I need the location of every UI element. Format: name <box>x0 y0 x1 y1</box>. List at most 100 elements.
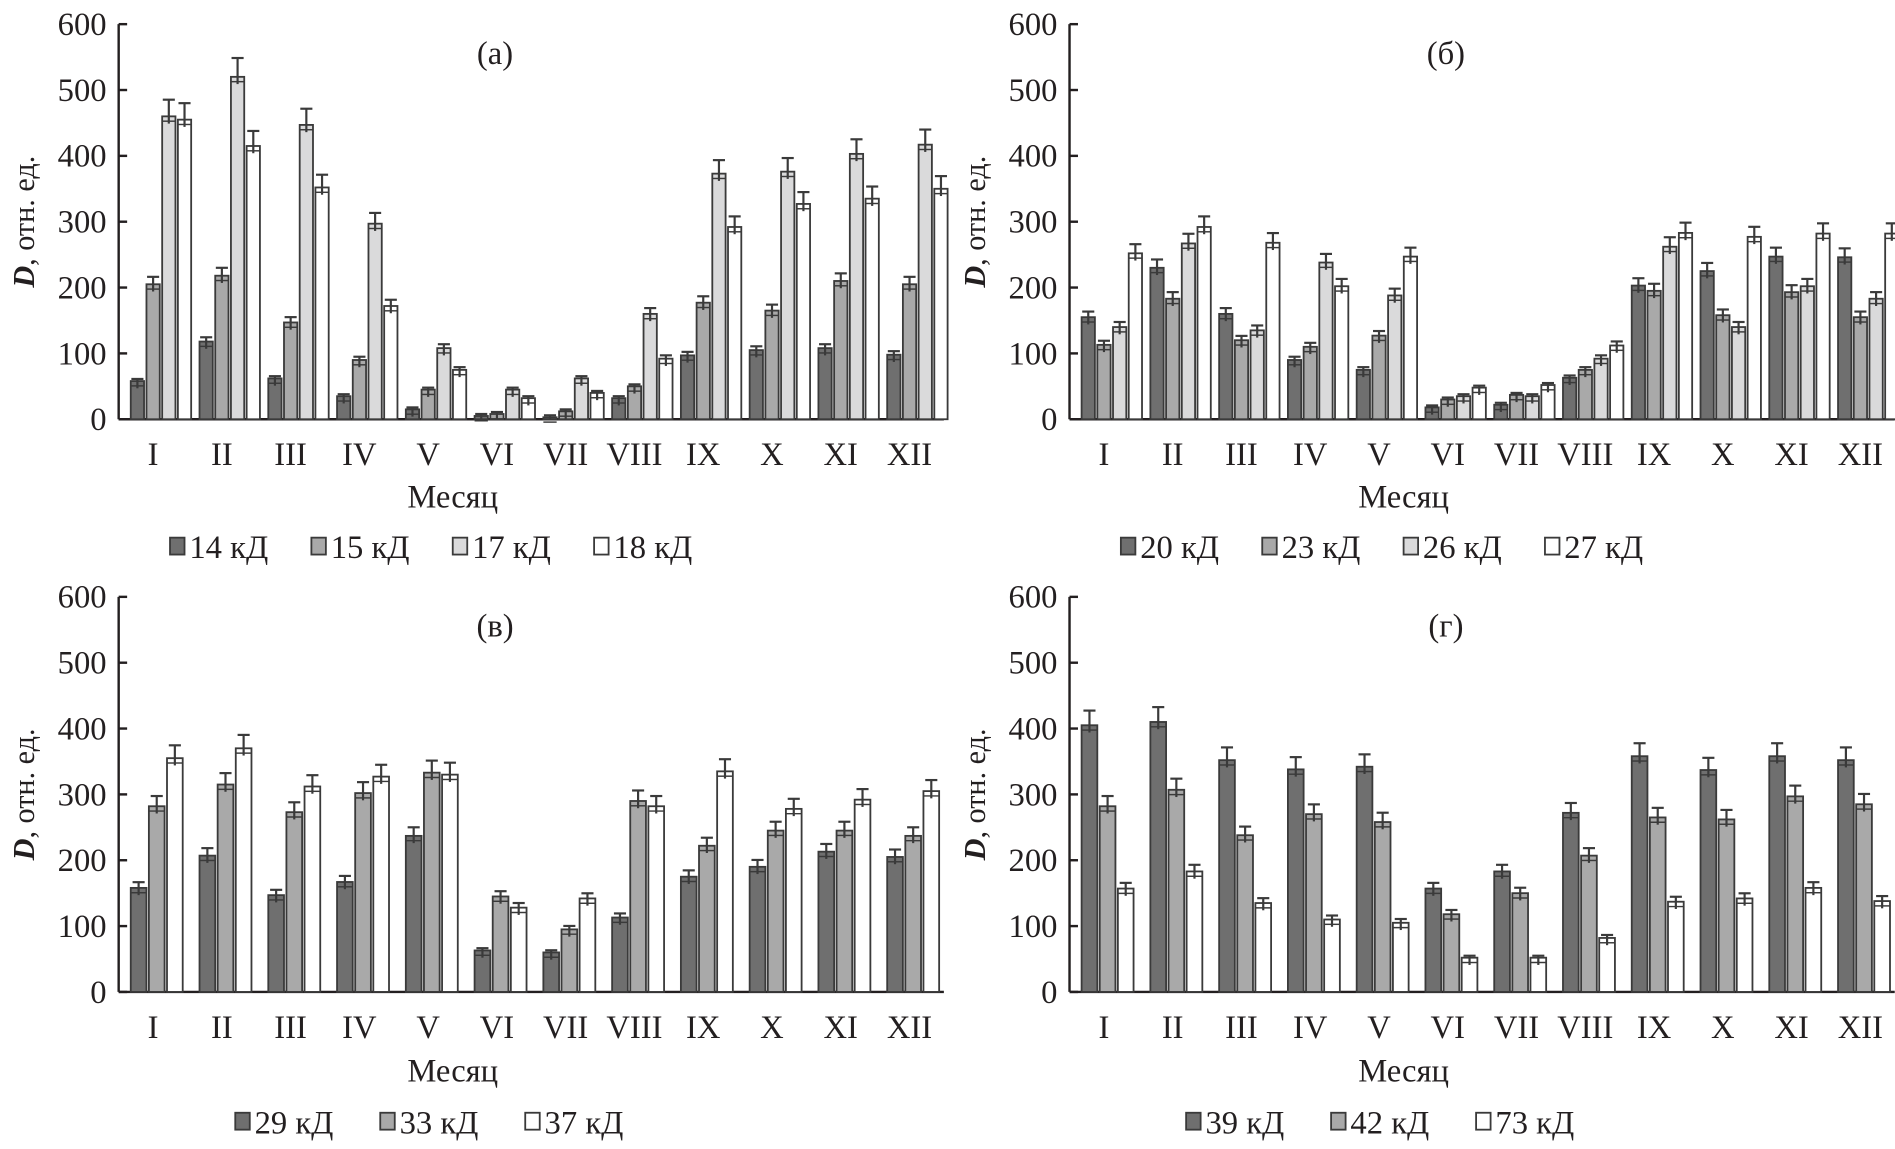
bar <box>578 897 597 993</box>
x-tick-label: III <box>1225 1010 1258 1046</box>
bar <box>216 783 235 993</box>
y-tick-label: 600 <box>1009 580 1058 616</box>
legend-label: 37 кД <box>545 1105 624 1141</box>
panel-title: (г) <box>1428 609 1463 645</box>
bar <box>1799 285 1815 421</box>
bar <box>1080 316 1096 421</box>
bar <box>1080 724 1099 993</box>
legend: 14 кД 15 кД 17 кД 18 кД <box>169 530 692 566</box>
y-tick-label: 100 <box>1009 909 1058 945</box>
bar <box>1096 343 1112 421</box>
bar <box>283 321 299 421</box>
y-tick-label: 400 <box>58 139 107 175</box>
bar <box>214 274 230 421</box>
bar <box>560 928 579 993</box>
bar <box>904 834 922 993</box>
x-tick-label: VI <box>480 1010 514 1046</box>
bar <box>1218 759 1236 993</box>
legend-label: 23 кД <box>1282 530 1361 566</box>
bar <box>817 347 833 421</box>
bar <box>1493 870 1511 993</box>
x-tick-label: VII <box>543 1010 588 1046</box>
bar <box>766 829 785 993</box>
bar <box>1442 913 1461 993</box>
y-tick-label: 300 <box>58 205 107 241</box>
y-tick-label: 400 <box>1009 139 1058 175</box>
x-tick-label: IX <box>686 437 720 473</box>
x-tick-label: VIII <box>1557 1010 1613 1046</box>
panel-title: (в) <box>476 609 513 645</box>
y-tick-label: 300 <box>58 777 107 813</box>
x-tick-label: XI <box>1774 1010 1808 1046</box>
bar <box>1677 231 1694 421</box>
y-tick-label: 300 <box>1009 777 1058 813</box>
x-tick-label: I <box>1098 1010 1109 1046</box>
x-tick-label: VI <box>1431 437 1465 473</box>
bar <box>166 757 184 993</box>
bar <box>1287 768 1305 993</box>
bar <box>716 770 734 993</box>
bar <box>354 792 372 993</box>
y-tick-label: 500 <box>1009 646 1058 682</box>
bar <box>1127 252 1143 421</box>
legend-swatch <box>593 536 610 556</box>
bar <box>1387 294 1403 421</box>
legend-swatch <box>169 536 186 556</box>
bar <box>176 118 193 421</box>
legend-label: 15 кД <box>331 530 410 566</box>
bar <box>1302 345 1318 421</box>
bar <box>351 359 367 421</box>
bar <box>917 143 933 421</box>
y-tick-label: 200 <box>58 270 107 306</box>
bar <box>795 203 811 421</box>
bar <box>748 349 764 421</box>
bar <box>1334 285 1350 421</box>
legend-swatch <box>1544 536 1561 556</box>
bar <box>314 186 330 421</box>
legend-label: 39 кД <box>1205 1105 1284 1141</box>
y-tick-label: 200 <box>1009 270 1058 306</box>
bar <box>1373 821 1392 993</box>
y-axis-label-variable: D <box>7 266 41 289</box>
bar <box>784 807 803 993</box>
bar <box>1116 887 1135 993</box>
bar <box>1646 289 1662 421</box>
bar <box>1392 921 1410 993</box>
legend-label: 14 кД <box>189 530 268 566</box>
legend-swatch <box>1261 536 1278 556</box>
bar <box>1577 368 1593 421</box>
bar <box>198 340 214 421</box>
bar <box>1562 811 1580 993</box>
bar <box>198 854 217 993</box>
bar <box>1855 803 1873 993</box>
bar <box>1884 232 1895 421</box>
x-tick-label: V <box>416 1010 440 1046</box>
x-tick-label: III <box>274 1010 307 1046</box>
bar <box>1717 818 1736 993</box>
bar <box>1165 297 1181 421</box>
panel-title: (б) <box>1427 36 1465 72</box>
bar <box>1768 755 1786 993</box>
y-tick-label: 100 <box>58 909 107 945</box>
x-axis-label: Месяц <box>407 1053 498 1089</box>
bar <box>764 309 780 421</box>
x-tick-label: VII <box>543 437 588 473</box>
bar <box>679 354 696 421</box>
bar <box>230 75 246 421</box>
bar <box>452 368 468 421</box>
legend-swatch <box>1119 536 1137 556</box>
bar <box>611 916 629 993</box>
bar <box>864 197 880 421</box>
y-axis-label-unit: , отн. ед. <box>958 156 992 266</box>
legend-label: 17 кД <box>472 530 551 566</box>
bar <box>1098 805 1117 993</box>
x-tick-label: I <box>1098 437 1109 473</box>
bar <box>1731 326 1747 421</box>
bar <box>1371 334 1387 421</box>
bar <box>1837 759 1855 993</box>
bar <box>129 886 148 993</box>
bar <box>647 805 665 993</box>
